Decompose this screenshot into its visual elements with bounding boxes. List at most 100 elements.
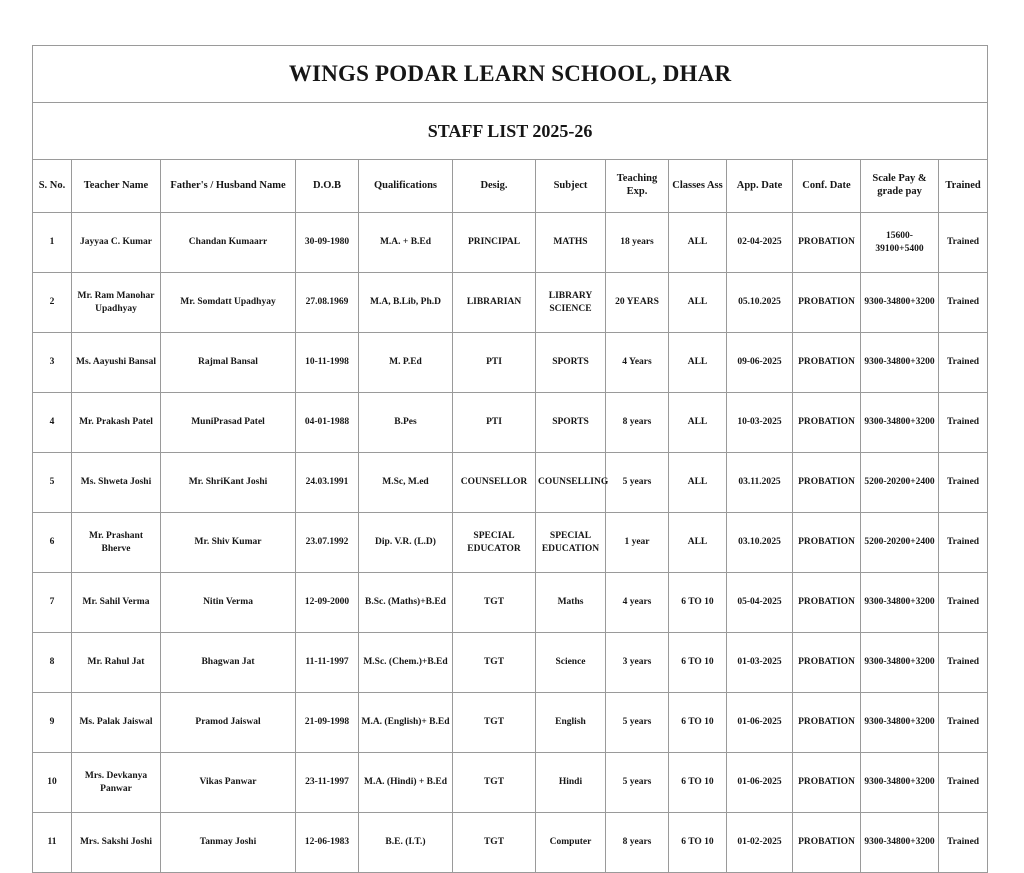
cell-conf-date: PROBATION	[792, 572, 861, 633]
cell-qualifications: M.A. + B.Ed	[358, 212, 453, 273]
cell-sno: 8	[32, 632, 72, 693]
cell-trained: Trained	[937, 632, 989, 693]
cell-app-date: 03.11.2025	[726, 452, 793, 513]
cell-teacher-name: Mrs. Devkanya Panwar	[71, 752, 161, 813]
cell-qualifications: M.Sc. (Chem.)+B.Ed	[358, 632, 453, 693]
cell-trained: Trained	[937, 812, 989, 873]
cell-designation: TGT	[452, 632, 536, 693]
cell-teacher-name: Ms. Aayushi Bansal	[71, 332, 161, 393]
cell-designation: SPECIAL EDUCATOR	[452, 512, 536, 573]
cell-subject: COUNSELLING	[535, 452, 608, 513]
cell-teaching-exp: 5 years	[605, 692, 669, 753]
table-row: 7 Mr. Sahil Verma Nitin Verma 12-09-2000 B.S…	[32, 572, 989, 633]
cell-dob: 23-11-1997	[295, 752, 359, 813]
cell-conf-date: PROBATION	[792, 632, 861, 693]
cell-trained: Trained	[937, 392, 989, 453]
cell-teaching-exp: 8 years	[605, 392, 669, 453]
cell-qualifications: M.A. (Hindi) + B.Ed	[358, 752, 453, 813]
cell-conf-date: PROBATION	[792, 752, 861, 813]
school-title-row: WINGS PODAR LEARN SCHOOL, DHAR	[31, 45, 989, 103]
cell-designation: PTI	[452, 332, 536, 393]
column-header-qualifications: Qualifications	[358, 159, 453, 213]
cell-father-husband-name: Mr. Shiv Kumar	[160, 512, 296, 573]
cell-father-husband-name: Rajmal Bansal	[160, 332, 296, 393]
table-row: 4 Mr. Prakash Patel MuniPrasad Patel 04-01-…	[32, 392, 989, 453]
cell-designation: LIBRARIAN	[452, 272, 536, 333]
cell-classes-ass: 6 TO 10	[668, 812, 727, 873]
cell-trained: Trained	[937, 752, 989, 813]
cell-qualifications: B.Pes	[358, 392, 453, 453]
cell-teaching-exp: 5 years	[605, 752, 669, 813]
cell-classes-ass: ALL	[668, 452, 727, 513]
cell-app-date: 01-03-2025	[726, 632, 793, 693]
cell-dob: 11-11-1997	[295, 632, 359, 693]
cell-conf-date: PROBATION	[792, 272, 861, 333]
cell-scale-pay: 9300-34800+3200	[860, 332, 939, 393]
cell-teaching-exp: 18 years	[605, 212, 669, 273]
cell-teacher-name: Mr. Ram Manohar Upadhyay	[71, 272, 161, 333]
cell-teaching-exp: 5 years	[605, 452, 669, 513]
cell-dob: 30-09-1980	[295, 212, 359, 273]
column-header-app-date: App. Date	[726, 159, 793, 213]
table-row: 3 Ms. Aayushi Bansal Rajmal Bansal 10-11-19…	[32, 332, 989, 393]
cell-sno: 6	[32, 512, 72, 573]
cell-app-date: 03.10.2025	[726, 512, 793, 573]
scale-pay-line1: Scale Pay &	[872, 173, 927, 185]
cell-designation: PRINCIPAL	[452, 212, 536, 273]
list-subtitle: STAFF LIST 2025-26	[31, 102, 989, 160]
cell-teacher-name: Mrs. Sakshi Joshi	[71, 812, 161, 873]
cell-subject: SPECIAL EDUCATION	[535, 512, 606, 573]
cell-subject: English	[535, 692, 606, 753]
cell-subject: Hindi	[535, 752, 606, 813]
cell-teacher-name: Mr. Prashant Bherve	[71, 512, 161, 573]
cell-teaching-exp: 4 Years	[605, 332, 669, 393]
cell-app-date: 01-02-2025	[726, 812, 793, 873]
table-row: 9 Ms. Palak Jaiswal Pramod Jaiswal 21-09-19…	[32, 692, 989, 753]
cell-qualifications: M.A. (English)+ B.Ed	[358, 692, 453, 753]
column-header-father-husband-name: Father's / Husband Name	[160, 159, 296, 213]
column-header-trained: Trained	[937, 159, 989, 213]
cell-app-date: 01-06-2025	[726, 752, 793, 813]
column-header-classes-ass: Classes Ass	[668, 159, 727, 213]
table-row: 11 Mrs. Sakshi Joshi Tanmay Joshi 12-06-198…	[32, 812, 989, 873]
cell-subject: Maths	[535, 572, 606, 633]
cell-conf-date: PROBATION	[792, 212, 861, 273]
cell-trained: Trained	[937, 692, 989, 753]
cell-designation: TGT	[452, 812, 536, 873]
column-header-conf-date: Conf. Date	[792, 159, 861, 213]
cell-subject: Science	[535, 632, 606, 693]
cell-trained: Trained	[937, 572, 989, 633]
cell-teacher-name: Ms. Shweta Joshi	[71, 452, 161, 513]
cell-designation: PTI	[452, 392, 536, 453]
cell-father-husband-name: Nitin Verma	[160, 572, 296, 633]
cell-conf-date: PROBATION	[792, 812, 861, 873]
staff-list-table: WINGS PODAR LEARN SCHOOL, DHAR STAFF LIS…	[31, 45, 989, 873]
cell-trained: Trained	[937, 212, 989, 273]
cell-qualifications: B.E. (I.T.)	[358, 812, 453, 873]
column-header-sno: S. No.	[32, 159, 72, 213]
cell-teacher-name: Mr. Prakash Patel	[71, 392, 161, 453]
cell-classes-ass: 6 TO 10	[668, 692, 727, 753]
cell-father-husband-name: Bhagwan Jat	[160, 632, 296, 693]
cell-dob: 21-09-1998	[295, 692, 359, 753]
cell-subject: SPORTS	[535, 332, 606, 393]
cell-qualifications: B.Sc. (Maths)+B.Ed	[358, 572, 453, 633]
cell-scale-pay: 9300-34800+3200	[860, 812, 939, 873]
cell-scale-pay: 5200-20200+2400	[860, 452, 939, 513]
page-title: WINGS PODAR LEARN SCHOOL, DHAR	[31, 45, 989, 103]
cell-designation: TGT	[452, 572, 536, 633]
cell-dob: 27.08.1969	[295, 272, 359, 333]
cell-scale-pay: 5200-20200+2400	[860, 512, 939, 573]
cell-father-husband-name: Vikas Panwar	[160, 752, 296, 813]
cell-dob: 12-06-1983	[295, 812, 359, 873]
cell-designation: TGT	[452, 752, 536, 813]
cell-scale-pay: 9300-34800+3200	[860, 572, 939, 633]
cell-classes-ass: ALL	[668, 392, 727, 453]
cell-scale-pay: 9300-34800+3200	[860, 272, 939, 333]
staff-list-sheet: WINGS PODAR LEARN SCHOOL, DHAR STAFF LIS…	[31, 45, 989, 873]
cell-scale-pay: 9300-34800+3200	[860, 392, 939, 453]
cell-conf-date: PROBATION	[792, 692, 861, 753]
cell-conf-date: PROBATION	[792, 332, 861, 393]
cell-trained: Trained	[937, 512, 989, 573]
cell-trained: Trained	[937, 452, 989, 513]
